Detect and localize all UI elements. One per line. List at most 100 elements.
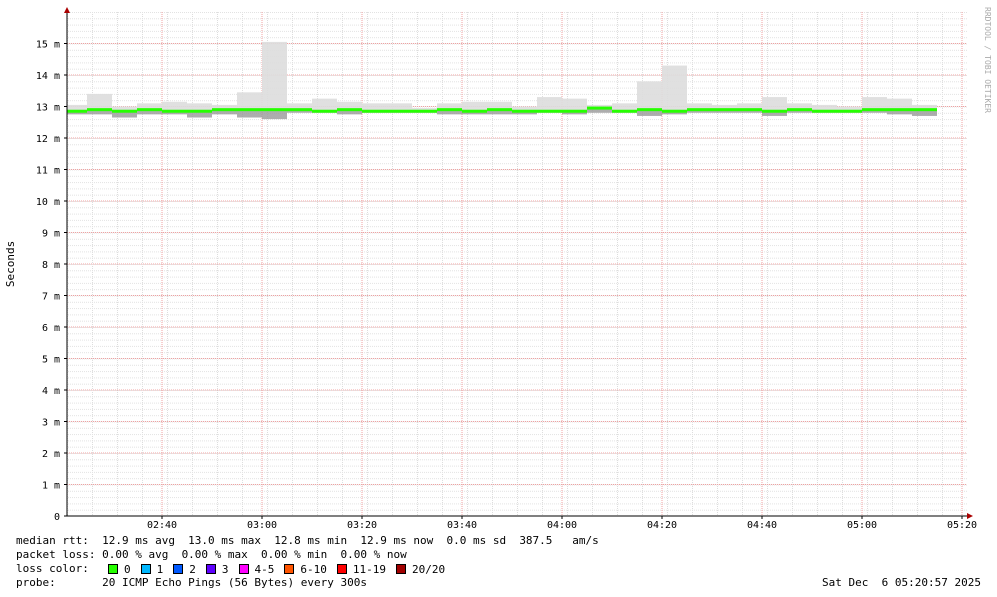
smoke-lower (587, 108, 612, 113)
median (437, 108, 462, 112)
median (487, 108, 512, 112)
legend-swatch (205, 564, 216, 574)
median (187, 109, 212, 113)
smoke-upper (562, 98, 587, 112)
median (862, 108, 887, 112)
y-tick-label: 0 (54, 512, 60, 523)
median (587, 106, 612, 110)
median (537, 109, 562, 113)
median (137, 108, 162, 112)
median (662, 109, 687, 113)
smoke-upper (287, 103, 312, 110)
x-tick-label: 03:40 (447, 520, 477, 531)
median (687, 108, 712, 112)
smoke-lower (687, 109, 712, 113)
smoke-lower (237, 109, 262, 118)
legend-swatch (238, 564, 249, 574)
y-tick-label: 13 m (36, 103, 60, 114)
packet-loss: packet loss: 0.00 % avg 0.00 % max 0.00 … (16, 548, 407, 561)
median (337, 108, 362, 112)
smoke-upper (862, 97, 887, 110)
smoke-lower (512, 111, 537, 115)
smoke-lower (762, 111, 787, 116)
smoke-upper (462, 101, 487, 112)
median (287, 108, 312, 112)
smoke-upper (712, 104, 737, 110)
legend-item: 0 (108, 562, 131, 576)
legend-item: 3 (205, 562, 229, 576)
smoke-lower (487, 109, 512, 115)
x-tick-label: 03:20 (347, 520, 377, 531)
x-tick-label: 05:20 (947, 520, 977, 531)
median (512, 109, 537, 113)
median (637, 108, 662, 112)
median (67, 109, 87, 113)
median (262, 108, 287, 112)
x-tick-label: 04:20 (647, 520, 677, 531)
y-tick-label: 2 m (42, 449, 60, 460)
date: Sat Dec 6 05:20:57 2025 (822, 576, 981, 589)
smoke-upper (262, 41, 287, 110)
smoke-upper (912, 104, 937, 110)
legend: 0 1 2 3 4-5 6-10 11-19 20/20 (108, 562, 455, 576)
smoke-lower (187, 111, 212, 118)
smoke-upper (412, 108, 437, 112)
x-tick-label: 02:40 (147, 520, 177, 531)
smoke-upper (787, 103, 812, 110)
smoke-lower (712, 109, 737, 113)
smoke-upper (762, 97, 787, 112)
smoke-upper (537, 97, 562, 112)
legend-item: 20/20 (396, 562, 445, 576)
median (87, 108, 112, 112)
median (787, 108, 812, 112)
smoke-upper (162, 101, 187, 112)
smoke-upper (137, 103, 162, 110)
smoke-upper (587, 104, 612, 109)
legend-swatch (284, 564, 295, 574)
legend-label: 0 (124, 562, 131, 576)
smoke-lower (637, 109, 662, 116)
smoke-upper (87, 93, 112, 110)
smoke-upper (212, 104, 237, 110)
y-arrow (64, 7, 70, 13)
smoke-upper (67, 104, 87, 112)
legend-item: 11-19 (336, 562, 386, 576)
legend-swatch (336, 564, 347, 574)
smoke-lower (912, 109, 937, 116)
smoke-lower (337, 109, 362, 115)
y-tick-label: 11 m (36, 166, 60, 177)
median (412, 109, 437, 113)
x-arrow (967, 513, 973, 519)
y-axis-label: Seconds (4, 241, 17, 287)
legend-item: 4-5 (238, 562, 274, 576)
y-tick-label: 10 m (36, 197, 60, 208)
median (762, 109, 787, 113)
x-tick-label: 05:00 (847, 520, 877, 531)
x-tick-label: 04:00 (547, 520, 577, 531)
median (237, 108, 262, 112)
legend-swatch (140, 564, 151, 574)
legend-swatch (396, 564, 406, 574)
probe: probe: 20 ICMP Echo Pings (56 Bytes) eve… (16, 576, 367, 589)
median-rtt: median rtt: 12.9 ms avg 13.0 ms max 12.8… (16, 534, 599, 547)
y-tick-label: 8 m (42, 260, 60, 271)
smoke-lower (437, 109, 462, 115)
smoke-lower (287, 109, 312, 113)
x-tick-label: 03:00 (247, 520, 277, 531)
smoke-upper (612, 103, 637, 112)
smoke-upper (187, 103, 212, 112)
smoke-upper (337, 101, 362, 110)
side-label: RRDTOOL / TOBI OETIKER (983, 7, 992, 113)
smoke-lower (87, 109, 112, 115)
median (362, 109, 387, 113)
legend-swatch (173, 564, 184, 574)
median (562, 109, 587, 113)
smoke-upper (687, 103, 712, 110)
median (912, 108, 937, 112)
legend-label: 11-19 (352, 562, 386, 576)
smoke-upper (487, 101, 512, 110)
smoke-upper (112, 106, 137, 112)
x-tick-label: 04:40 (747, 520, 777, 531)
